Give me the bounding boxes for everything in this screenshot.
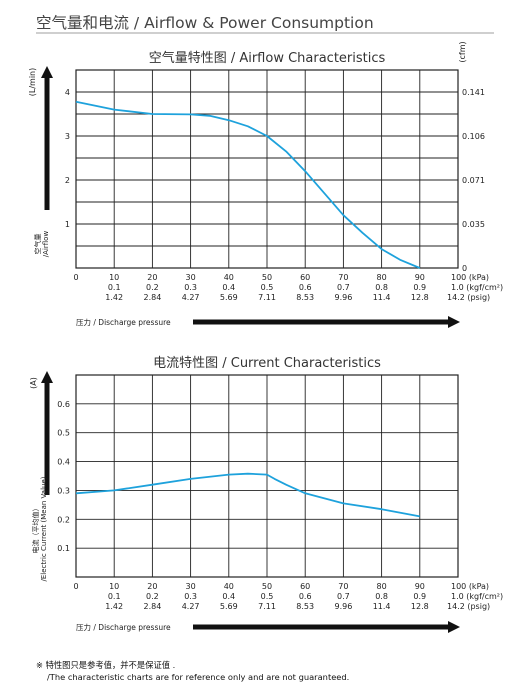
chart-title: 空气量特性图 / Airflow Characteristics — [149, 50, 386, 66]
x-tick-kgf: 0.6 — [299, 283, 312, 292]
x-tick-psig: 5.69 — [220, 602, 238, 611]
x-tick-kgf: 0.4 — [222, 283, 235, 292]
y-tick-label-right: 0.106 — [462, 132, 485, 141]
y-tick-label: 0.5 — [57, 429, 70, 438]
page-title: 空气量和电流 / Airflow & Power Consumption — [36, 14, 374, 32]
y-tick-label: 0.6 — [57, 400, 70, 409]
footnote-cn: ※ 特性图只是参考值，并不是保证值 . — [36, 660, 176, 670]
x-tick-kpa: 30 — [186, 273, 196, 282]
x-tick-kgf: 0.5 — [261, 592, 274, 601]
x-tick-psig: 7.11 — [258, 293, 276, 302]
x-tick-kgf: 0.3 — [184, 283, 197, 292]
x-tick-kpa: 90 — [415, 582, 425, 591]
x-tick-origin: 0 — [73, 582, 78, 591]
x-tick-kgf: 0.3 — [184, 592, 197, 601]
y-unit-left: (A) — [29, 377, 38, 389]
data-curve — [75, 100, 421, 269]
x-tick-psig: 12.8 — [411, 293, 429, 302]
y-tick-label: 4 — [65, 88, 70, 97]
y-tick-label-right: 0.141 — [462, 88, 485, 97]
x-tick-kpa: 10 — [109, 582, 119, 591]
y-axis-arrow — [41, 371, 53, 495]
x-tick-kpa: 20 — [147, 582, 157, 591]
y-axis-arrow — [41, 66, 53, 210]
x-tick-kpa: 20 — [147, 273, 157, 282]
x-tick-psig: 11.4 — [373, 602, 391, 611]
y-tick-label: 0.1 — [57, 544, 70, 553]
x-tick-kpa: 70 — [338, 273, 348, 282]
y-axis-title: 电流（平均值）/Electric Current (Mean Value) — [31, 476, 48, 581]
pressure-arrow — [193, 316, 460, 328]
x-tick-kpa: 30 — [186, 582, 196, 591]
x-tick-kpa: 80 — [377, 273, 387, 282]
x-tick-psig: 2.84 — [143, 293, 161, 302]
x-tick-kgf: 0.1 — [108, 283, 121, 292]
x-tick-psig: 2.84 — [143, 602, 161, 611]
pressure-label: 压力 / Discharge pressure — [76, 317, 171, 327]
x-tick-kpa: 40 — [224, 582, 234, 591]
y-tick-label: 1 — [65, 220, 70, 229]
x-tick-psig: 4.27 — [182, 602, 200, 611]
y-axis-title: 空气量/Airflow — [33, 231, 50, 258]
x-tick-psig: 7.11 — [258, 602, 276, 611]
x-tick-kgf: 0.8 — [375, 592, 388, 601]
x-tick-psig: 14.2 (psig) — [447, 602, 490, 611]
x-tick-psig: 12.8 — [411, 602, 429, 611]
x-tick-kgf: 0.7 — [337, 283, 350, 292]
x-tick-kgf: 0.6 — [299, 592, 312, 601]
y-tick-label: 0.3 — [57, 486, 70, 495]
chart-title: 电流特性图 / Current Characteristics — [153, 356, 381, 371]
x-tick-psig: 5.69 — [220, 293, 238, 302]
x-tick-kgf: 0.7 — [337, 592, 350, 601]
x-tick-psig: 4.27 — [182, 293, 200, 302]
x-tick-kpa: 50 — [262, 273, 272, 282]
x-tick-kpa: 100 (kPa) — [451, 582, 489, 591]
x-tick-kgf: 0.8 — [375, 283, 388, 292]
y-unit-right: (cfm) — [458, 41, 467, 62]
x-tick-kgf: 0.9 — [413, 283, 426, 292]
x-tick-kpa: 100 (kPa) — [451, 273, 489, 282]
current-chart: 电流特性图 / Current Characteristics 0.1 0.2 0.3… — [29, 356, 503, 633]
y-tick-label-right: 0 — [462, 264, 467, 273]
data-curve — [75, 472, 420, 518]
x-tick-kpa: 80 — [377, 582, 387, 591]
y-unit-left: (L/min) — [28, 68, 37, 96]
y-tick-label: 0.2 — [57, 515, 70, 524]
x-tick-kpa: 40 — [224, 273, 234, 282]
x-tick-kpa: 50 — [262, 582, 272, 591]
x-tick-kgf: 0.5 — [261, 283, 274, 292]
x-tick-kpa: 10 — [109, 273, 119, 282]
x-tick-psig: 1.42 — [105, 293, 123, 302]
x-tick-psig: 14.2 (psig) — [447, 293, 490, 302]
x-tick-psig: 9.96 — [334, 293, 352, 302]
airflow-chart: 空气量特性图 / Airflow Characteristics123400.0… — [28, 41, 503, 328]
pressure-arrow — [193, 621, 460, 633]
x-tick-kgf: 0.9 — [413, 592, 426, 601]
y-tick-label-right: 0.071 — [462, 176, 485, 185]
x-tick-kgf: 0.1 — [108, 592, 121, 601]
footnote-en: /The characteristic charts are for refer… — [47, 672, 350, 682]
y-tick-label: 3 — [65, 132, 70, 141]
x-tick-kgf: 1.0 (kgf/cm²) — [451, 283, 503, 292]
x-tick-psig: 8.53 — [296, 602, 314, 611]
x-tick-kgf: 0.2 — [146, 592, 159, 601]
x-tick-kpa: 90 — [415, 273, 425, 282]
x-tick-psig: 9.96 — [334, 602, 352, 611]
footnote: ※ 特性图只是参考值，并不是保证值 . /The characteristic … — [36, 659, 349, 683]
x-tick-kpa: 70 — [338, 582, 348, 591]
x-tick-psig: 11.4 — [373, 293, 391, 302]
x-tick-psig: 8.53 — [296, 293, 314, 302]
y-tick-label: 2 — [65, 176, 70, 185]
x-tick-kgf: 1.0 (kgf/cm²) — [451, 592, 503, 601]
y-tick-label-right: 0.035 — [462, 220, 485, 229]
x-tick-origin: 0 — [73, 273, 78, 282]
x-tick-kpa: 60 — [300, 273, 310, 282]
y-tick-label: 0.4 — [57, 458, 70, 467]
x-tick-kgf: 0.2 — [146, 283, 159, 292]
x-tick-kgf: 0.4 — [222, 592, 235, 601]
pressure-label: 压力 / Discharge pressure — [76, 622, 171, 632]
x-tick-kpa: 60 — [300, 582, 310, 591]
title-rule — [36, 32, 494, 34]
x-tick-psig: 1.42 — [105, 602, 123, 611]
